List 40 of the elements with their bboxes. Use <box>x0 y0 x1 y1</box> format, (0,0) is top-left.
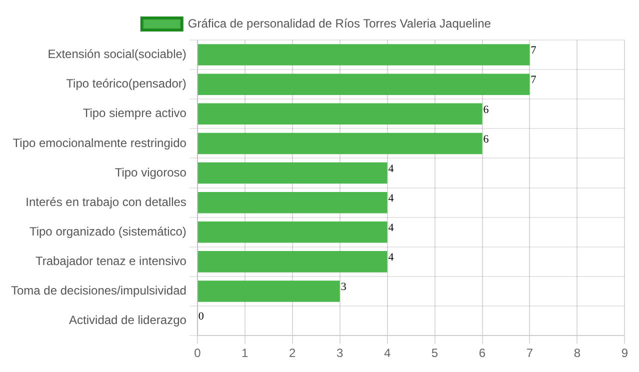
data-label: 7 <box>530 44 537 57</box>
data-label: 6 <box>483 104 490 116</box>
data-label: 4 <box>388 162 394 175</box>
x-tick-label: 2 <box>289 346 296 360</box>
bar <box>198 44 530 66</box>
x-tick-label: 9 <box>621 346 628 360</box>
y-tick-label: Tipo siempre activo <box>82 106 187 120</box>
x-tick-label: 5 <box>431 346 438 360</box>
y-tick-label: Tipo vigoroso <box>114 165 187 180</box>
y-tick-label: Actividad de liderazgo <box>69 313 187 328</box>
bar <box>198 251 388 272</box>
y-tick-label: Interés en trabajo con detalles <box>26 194 186 209</box>
x-tick-label: 3 <box>336 346 344 360</box>
bar <box>198 103 482 125</box>
data-label: 0 <box>198 310 204 323</box>
x-tick-label: 0 <box>194 346 202 360</box>
y-tick-label: Tipo emocionalmente restringido <box>12 136 187 150</box>
bar <box>198 222 388 243</box>
x-tick-label: 1 <box>242 346 249 360</box>
bar <box>198 192 388 214</box>
x-tick-label: 6 <box>478 346 486 360</box>
data-label: 7 <box>530 74 537 86</box>
bar <box>198 74 530 95</box>
y-tick-label: Extensión social(sociable) <box>48 47 186 62</box>
bar <box>198 280 340 302</box>
y-tick-label: Tipo teórico(pensador) <box>66 76 186 91</box>
y-tick-label: Trabajador tenaz e intensivo <box>35 254 187 268</box>
data-label: 6 <box>483 133 490 146</box>
bar <box>198 162 388 184</box>
data-label: 4 <box>388 222 394 234</box>
x-tick-label: 4 <box>384 346 391 360</box>
data-label: 4 <box>388 252 394 264</box>
data-label: 4 <box>388 192 394 204</box>
legend-label: Gráfica de personalidad de Ríos Torres Valeria Jaqueline <box>188 16 492 30</box>
bar <box>198 132 482 154</box>
y-tick-label: Tipo organizado (sistemático) <box>29 224 186 238</box>
x-tick-label: 7 <box>526 346 534 360</box>
x-tick-label: 8 <box>574 346 581 360</box>
data-label: 3 <box>340 281 347 294</box>
y-tick-label: Toma de decisiones/impulsividad <box>10 284 186 298</box>
